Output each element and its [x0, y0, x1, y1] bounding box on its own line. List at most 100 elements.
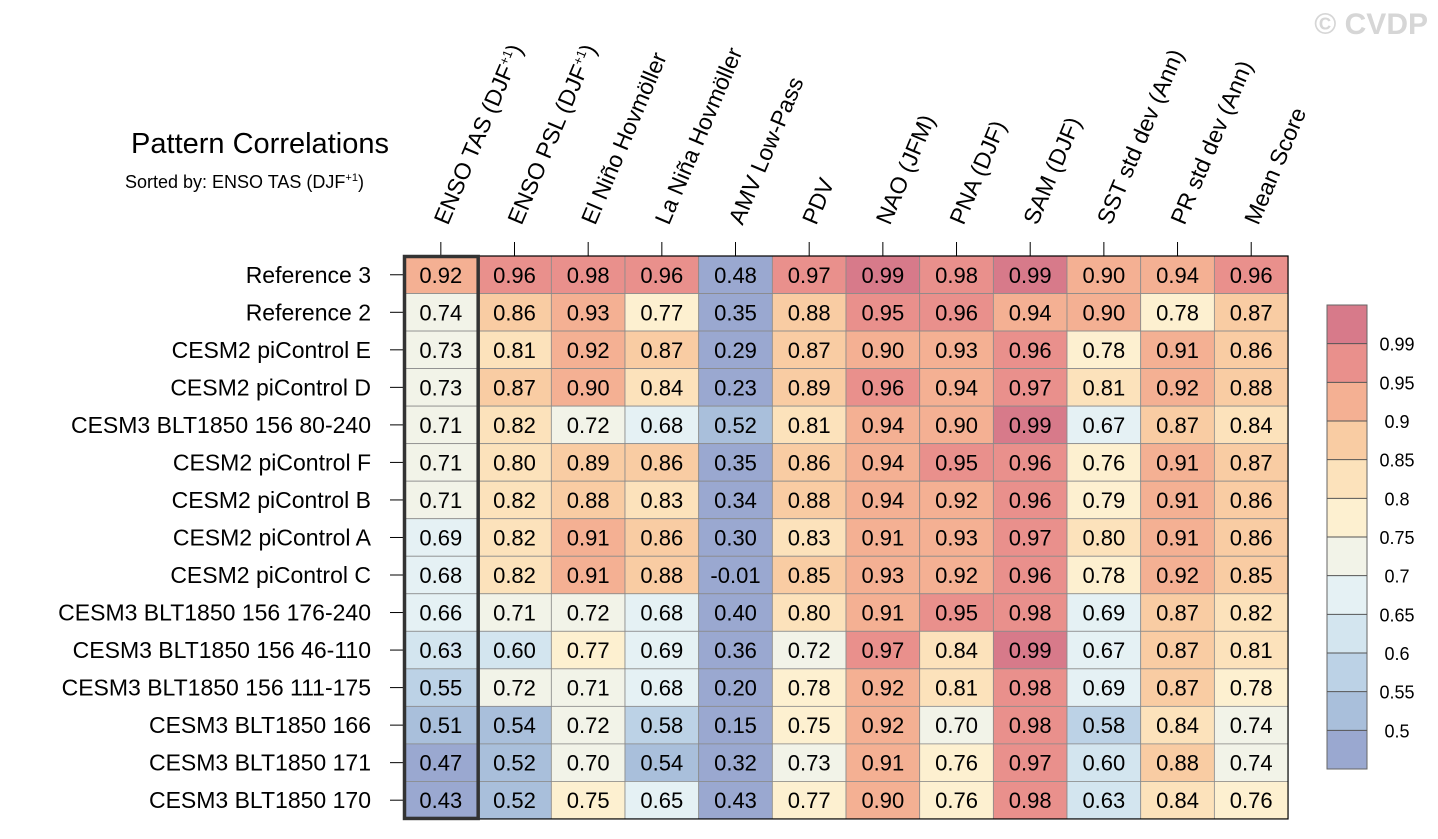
cell-value-label: 0.92: [1156, 563, 1199, 588]
column-label: NAO (JFM): [871, 111, 940, 228]
cell-value-label: -0.01: [710, 563, 760, 588]
cell-value-label: 0.72: [567, 713, 610, 738]
cell-value-label: 0.81: [1230, 638, 1273, 663]
cell-value-label: 0.94: [861, 413, 904, 438]
heatmap-cell: [698, 781, 773, 820]
heatmap-cell: [1140, 443, 1215, 482]
cell-value-label: 0.71: [419, 488, 462, 513]
heatmap-cell: [992, 480, 1068, 520]
cell-value-label: 0.69: [419, 525, 462, 550]
cell-value-label: 0.84: [1156, 713, 1199, 738]
heatmap-cell: [771, 405, 847, 445]
row-labels: Reference 3 Reference 2 CESM2 piControl E C…: [58, 262, 404, 813]
cell-value-label: 0.35: [714, 300, 757, 325]
cell-value-label: 0.96: [640, 263, 683, 288]
cell-value-label: 0.92: [861, 676, 904, 701]
cell-value-label: 0.91: [1156, 488, 1199, 513]
row-label: Reference 3: [246, 262, 371, 288]
cell-value-label: 0.69: [1082, 676, 1125, 701]
colorbar-swatch: [1327, 459, 1367, 499]
cell-value-label: 0.34: [714, 488, 757, 513]
cell-value-label: 0.78: [788, 676, 831, 701]
heatmap-cell: [992, 743, 1068, 782]
heatmap-cell: [550, 781, 626, 820]
cell-value-label: 0.86: [493, 300, 536, 325]
cell-value-label: 0.87: [788, 338, 831, 363]
cell-value-label: 0.82: [1230, 601, 1273, 626]
heatmap-cell: [1140, 630, 1215, 670]
heatmap-cell: [1140, 368, 1215, 407]
heatmap-cell: [698, 743, 773, 782]
heatmap-cell: [919, 668, 994, 707]
cell-value-label: 0.73: [419, 338, 462, 363]
cell-value-label: 0.92: [1156, 375, 1199, 400]
cell-value-label: 0.93: [567, 300, 610, 325]
cell-value-label: 0.23: [714, 375, 757, 400]
row-label: CESM2 piControl C: [170, 562, 371, 588]
colorbar-tick-label: 0.8: [1384, 489, 1409, 509]
column-labels: ENSO TAS (DJF+1)ENSO PSL (DJF+1)El Niño …: [429, 40, 1311, 256]
cell-value-label: 0.99: [1009, 413, 1052, 438]
cell-value-label: 0.93: [861, 563, 904, 588]
cell-value-label: 0.86: [1230, 525, 1273, 550]
heatmap-cell: [771, 330, 847, 369]
heatmap-cell: [624, 705, 700, 745]
heatmap-cell: [1066, 518, 1142, 557]
cell-value-label: 0.81: [1082, 375, 1125, 400]
heatmap-cell: [771, 705, 847, 745]
cell-value-label: 0.43: [714, 788, 757, 813]
cell-value-label: 0.97: [1009, 525, 1052, 550]
cell-value-label: 0.71: [493, 601, 536, 626]
cell-value-label: 0.83: [640, 488, 683, 513]
cell-value-label: 0.69: [1082, 601, 1125, 626]
cell-value-label: 0.84: [935, 638, 978, 663]
heatmap-cell: [1066, 405, 1142, 445]
row-label: CESM3 BLT1850 156 176-240: [58, 600, 371, 626]
heatmap-cell: [403, 593, 479, 632]
cell-value-label: 0.81: [935, 676, 978, 701]
heatmap-cell: [845, 405, 921, 445]
colorbar-swatch: [1327, 614, 1367, 653]
heatmap-cell: [1140, 555, 1215, 595]
cell-value-label: 0.77: [567, 638, 610, 663]
heatmap-cell: [624, 443, 700, 482]
cell-value-label: 0.97: [1009, 375, 1052, 400]
cell-value-label: 0.48: [714, 263, 757, 288]
heatmap-cell: [771, 781, 847, 820]
cell-value-label: 0.94: [1009, 300, 1052, 325]
cell-value-label: 0.78: [1082, 338, 1125, 363]
cell-value-label: 0.81: [788, 413, 831, 438]
heatmap-cell: [845, 255, 921, 294]
cell-value-label: 0.86: [640, 525, 683, 550]
heatmap-cell: [1066, 255, 1142, 294]
row-label: CESM2 piControl F: [173, 449, 371, 475]
heatmap-cell: [550, 518, 626, 557]
heatmap-cell: [1140, 743, 1215, 782]
heatmap-cell: [477, 255, 552, 294]
cell-value-label: 0.78: [1156, 300, 1199, 325]
heatmap-cell: [477, 330, 552, 369]
heatmap-cell: [698, 630, 773, 670]
heatmap-cell: [624, 293, 700, 332]
cell-value-label: 0.90: [567, 375, 610, 400]
heatmap-cell: [1066, 743, 1142, 782]
cell-value-label: 0.97: [1009, 751, 1052, 776]
heatmap-cell: [919, 443, 994, 482]
heatmap-cell: [698, 368, 773, 407]
heatmap-cell: [550, 555, 626, 595]
cell-value-label: 0.91: [861, 751, 904, 776]
subtitle-end: ): [358, 172, 364, 192]
heatmap-cell: [1140, 255, 1215, 294]
heatmap-cell: [698, 668, 773, 707]
chart-subtitle: Sorted by: ENSO TAS (DJF+1): [125, 172, 364, 192]
row-label: Reference 2: [246, 299, 371, 325]
cell-value-label: 0.69: [640, 638, 683, 663]
colorbar-tick-label: 0.99: [1379, 335, 1414, 355]
cell-value-label: 0.96: [1009, 450, 1052, 475]
heatmap-cell: [550, 255, 626, 294]
cell-value-label: 0.85: [788, 563, 831, 588]
heatmap-cell: [403, 743, 479, 782]
heatmap-cell: [550, 293, 626, 332]
cell-value-label: 0.74: [419, 300, 462, 325]
